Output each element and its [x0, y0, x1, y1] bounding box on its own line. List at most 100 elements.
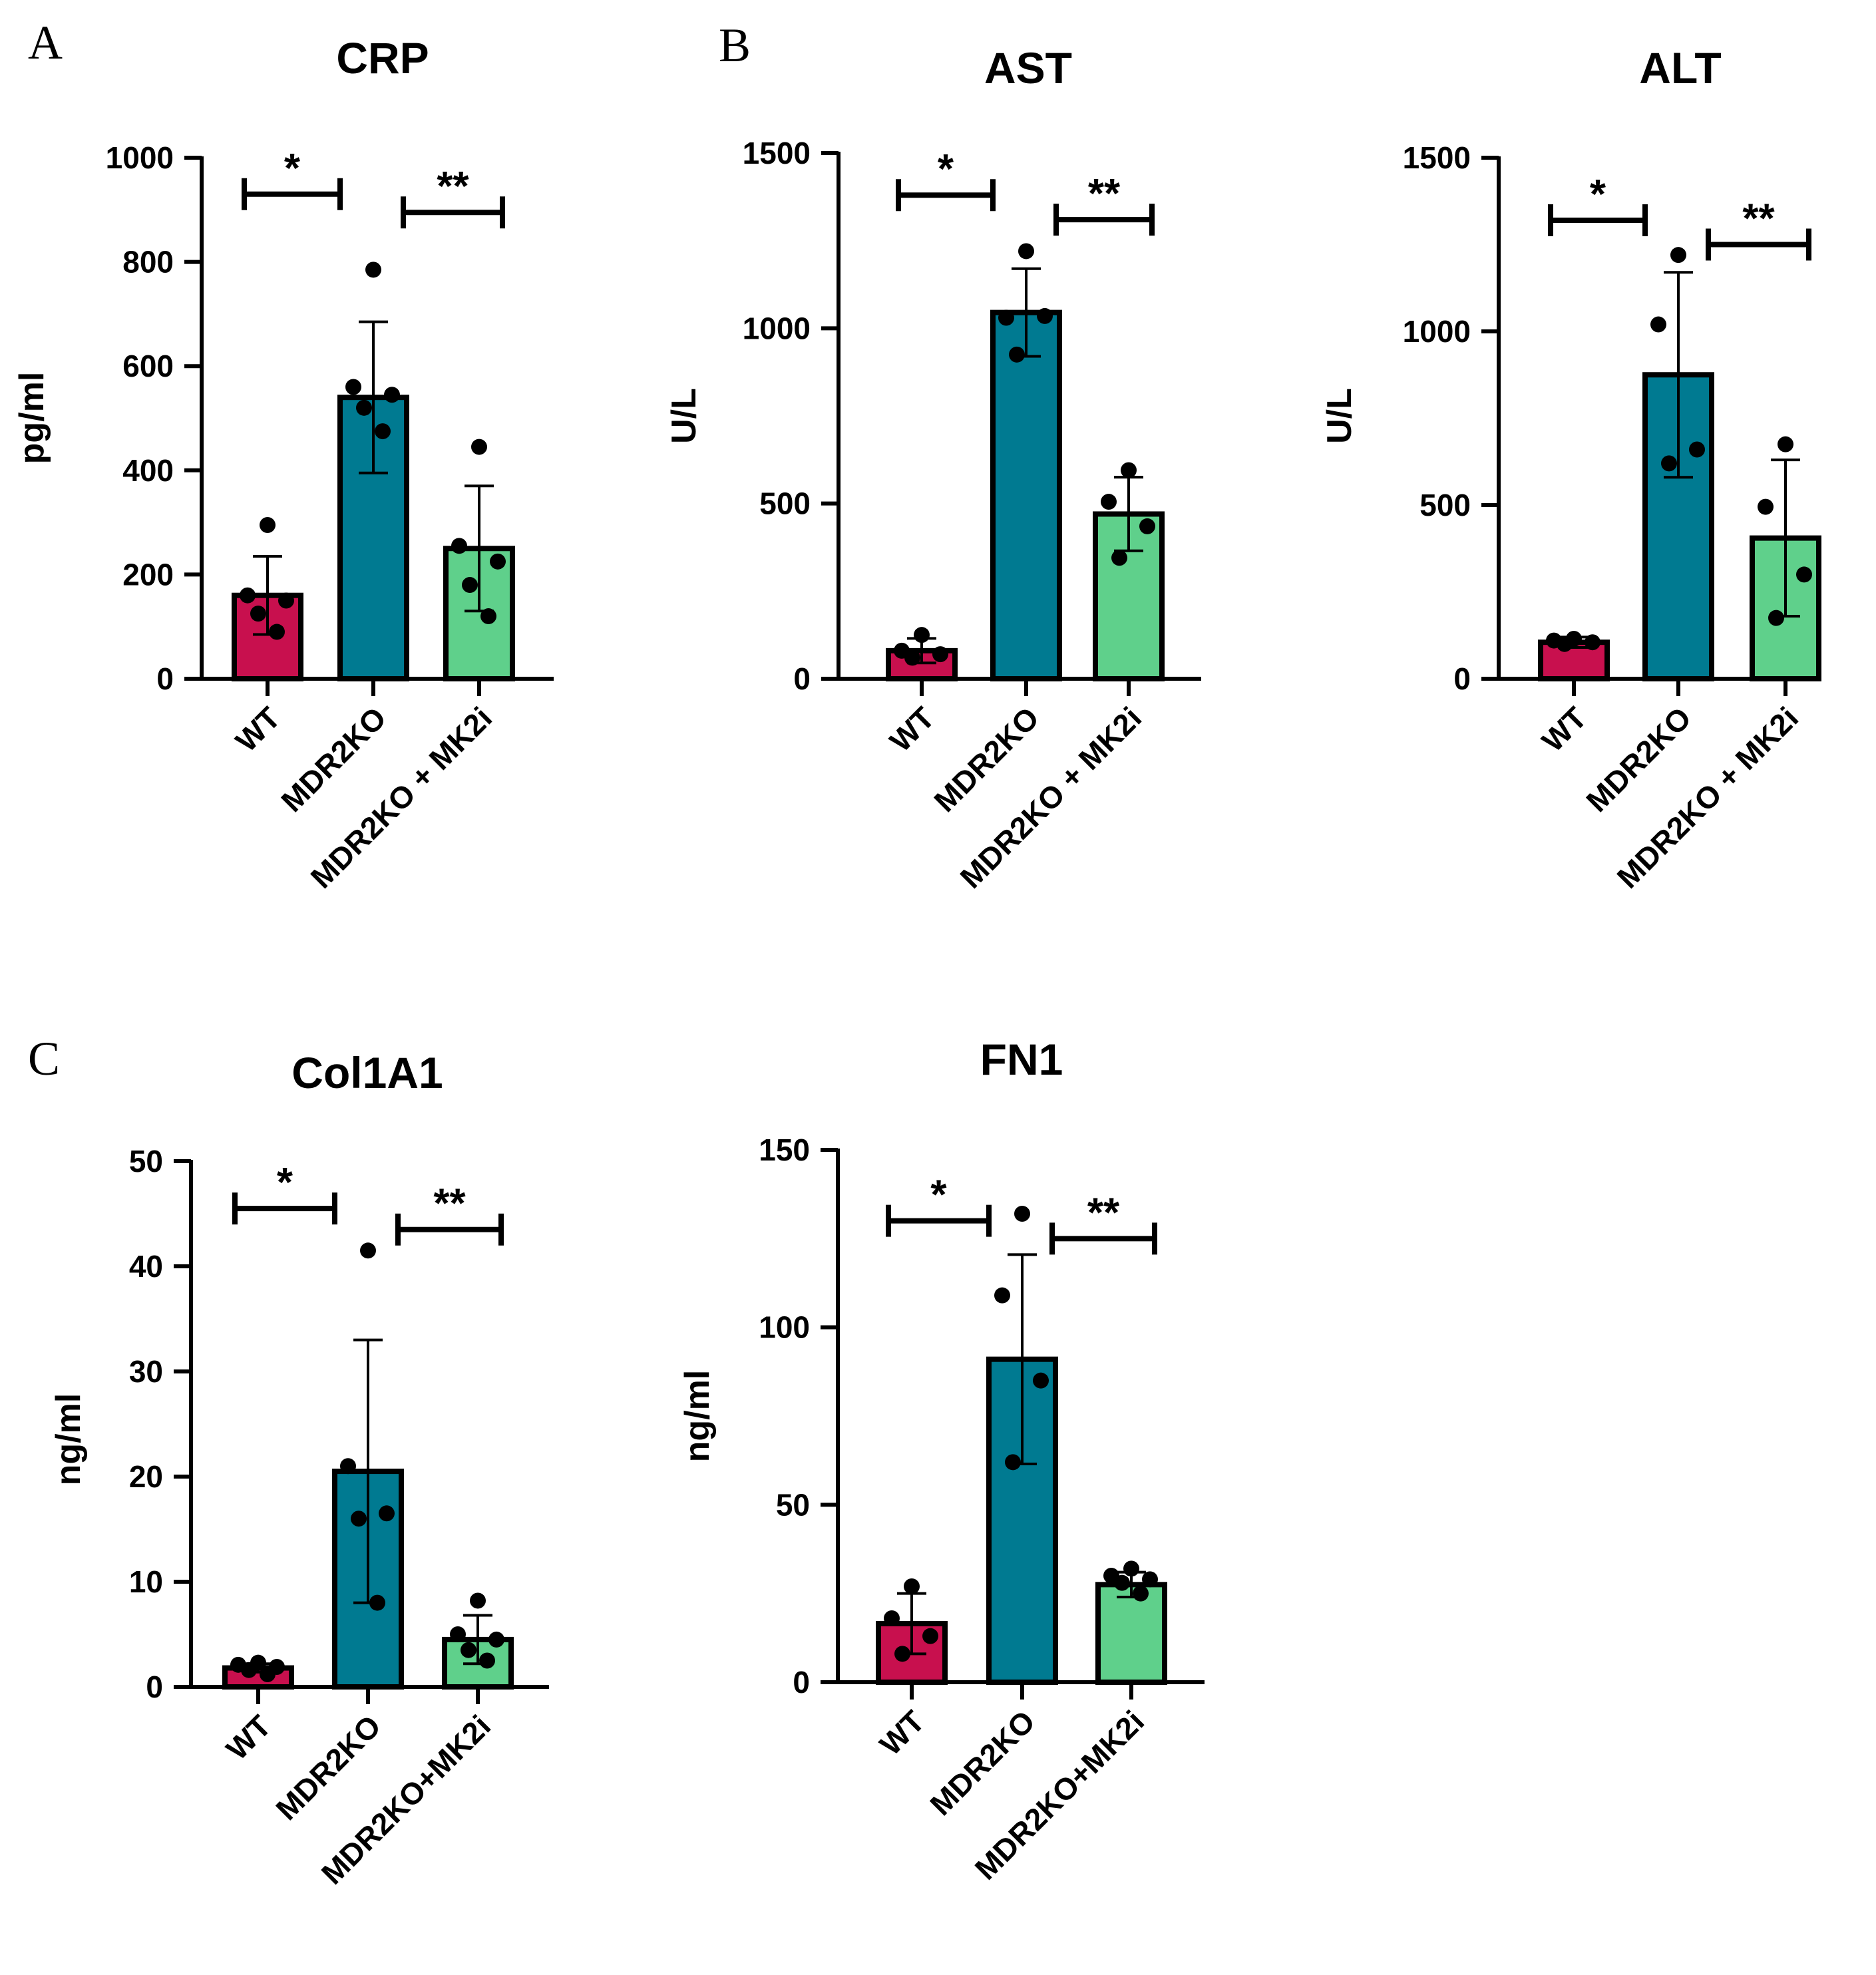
fn1-y-tick-label-0: 0 [793, 1665, 810, 1700]
ast-sig-label-0: * [938, 146, 954, 192]
ast-point-2-2 [1139, 518, 1155, 534]
col1a1-y-tick-label-5: 50 [129, 1144, 163, 1178]
crp-point-2-3 [462, 577, 478, 594]
col1a1-sig-label-1: ** [433, 1181, 466, 1227]
crp-y-tick-label-3: 600 [122, 349, 174, 383]
panel-letter-c: C [28, 1032, 60, 1085]
col1a1-point-2-1 [450, 1626, 466, 1642]
col1a1-point-1-1 [340, 1458, 356, 1475]
alt-point-2-3 [1768, 610, 1784, 626]
crp-point-1-0 [365, 262, 381, 278]
ast-y-tick-label-0: 0 [793, 661, 811, 696]
alt-sig-label-0: * [1590, 172, 1606, 218]
crp-point-0-1 [240, 587, 256, 604]
ast-point-0-0 [914, 627, 930, 643]
crp-point-1-2 [384, 387, 400, 403]
crp-point-0-3 [250, 606, 266, 622]
col1a1-point-2-3 [461, 1642, 476, 1658]
col1a1-point-1-2 [379, 1505, 395, 1522]
fn1-point-1-3 [1005, 1454, 1021, 1471]
ast-title: AST [984, 43, 1072, 92]
alt-point-1-1 [1650, 316, 1666, 333]
ast-y-tick-label-3: 1500 [743, 136, 811, 170]
col1a1-point-0-3 [241, 1662, 257, 1678]
fn1-point-2-3 [1114, 1574, 1130, 1591]
alt-y-tick-label-0: 0 [1453, 661, 1471, 696]
ast-point-0-3 [904, 649, 920, 666]
col1a1-point-0-4 [260, 1666, 276, 1683]
alt-y-tick-label-3: 1500 [1403, 140, 1471, 175]
ast-y-tick-label-2: 1000 [743, 311, 811, 345]
crp-point-0-4 [269, 624, 285, 640]
fn1-y-tick-label-1: 50 [776, 1487, 810, 1522]
crp-point-2-0 [471, 439, 487, 455]
alt-point-0-3 [1557, 635, 1573, 652]
alt-point-2-0 [1778, 436, 1793, 452]
col1a1-point-2-2 [488, 1631, 504, 1648]
alt-y-axis-label: U/L [1320, 388, 1359, 444]
alt-point-2-2 [1796, 566, 1812, 583]
alt-point-1-0 [1670, 247, 1686, 264]
crp-title: CRP [336, 33, 429, 83]
crp-point-1-1 [345, 379, 361, 395]
crp-point-1-3 [356, 399, 372, 416]
col1a1-point-1-4 [369, 1594, 385, 1611]
crp-y-axis-label: pg/ml [13, 372, 51, 464]
col1a1-point-1-3 [351, 1511, 367, 1527]
alt-point-1-3 [1661, 455, 1677, 472]
col1a1-sig-label-0: * [277, 1160, 293, 1206]
ast-point-0-2 [932, 646, 948, 663]
fn1-point-2-0 [1123, 1560, 1139, 1577]
alt-point-2-1 [1758, 498, 1774, 515]
ast-point-1-3 [1009, 346, 1025, 363]
col1a1-point-1-0 [360, 1242, 376, 1259]
alt-point-0-2 [1585, 634, 1600, 651]
ast-y-tick-label-1: 500 [759, 486, 811, 521]
alt-point-1-2 [1689, 441, 1705, 458]
ast-point-2-0 [1121, 462, 1137, 478]
panel-letter-a: A [28, 16, 63, 69]
fn1-point-2-4 [1133, 1585, 1149, 1602]
crp-y-tick-label-5: 1000 [106, 140, 174, 175]
crp-point-1-4 [375, 423, 391, 440]
fn1-point-0-2 [922, 1628, 938, 1644]
crp-sig-label-0: * [284, 146, 301, 192]
ast-sig-label-1: ** [1088, 171, 1121, 217]
fn1-point-0-1 [884, 1610, 900, 1626]
crp-y-tick-label-1: 200 [122, 557, 174, 592]
crp-point-0-0 [260, 517, 276, 534]
fn1-bar-2 [1095, 1582, 1167, 1685]
col1a1-y-tick-label-0: 0 [146, 1670, 163, 1704]
fn1-point-1-0 [1014, 1206, 1030, 1222]
alt-y-tick-label-2: 1000 [1403, 314, 1471, 349]
fn1-point-1-1 [994, 1287, 1010, 1304]
alt-title: ALT [1639, 43, 1721, 92]
fn1-point-1-2 [1033, 1372, 1049, 1389]
fn1-y-tick-label-3: 150 [759, 1133, 810, 1167]
fn1-point-0-3 [894, 1646, 910, 1662]
alt-sig-label-1: ** [1742, 196, 1775, 242]
col1a1-y-tick-label-3: 30 [129, 1354, 163, 1389]
fn1-point-0-0 [904, 1578, 920, 1594]
crp-y-tick-label-2: 400 [122, 453, 174, 488]
fn1-point-2-2 [1142, 1571, 1158, 1588]
ast-y-axis-label: U/L [665, 388, 703, 444]
ast-point-1-1 [998, 309, 1014, 326]
col1a1-point-2-4 [479, 1652, 495, 1669]
col1a1-y-tick-label-4: 40 [129, 1249, 163, 1284]
alt-y-tick-label-1: 500 [1419, 488, 1471, 522]
ast-point-2-3 [1111, 550, 1127, 566]
fn1-y-axis-label: ng/ml [678, 1370, 717, 1463]
crp-point-2-2 [490, 553, 506, 570]
col1a1-y-tick-label-1: 10 [129, 1564, 163, 1599]
col1a1-point-2-0 [470, 1592, 486, 1609]
crp-point-2-1 [451, 538, 467, 554]
fn1-y-tick-label-2: 100 [759, 1310, 810, 1345]
ast-point-1-2 [1037, 307, 1053, 324]
fn1-sig-label-1: ** [1087, 1190, 1120, 1236]
panel-letter-b: B [719, 19, 751, 72]
col1a1-title: Col1A1 [291, 1048, 443, 1097]
crp-y-tick-label-4: 800 [122, 245, 174, 279]
crp-point-0-2 [278, 592, 294, 609]
